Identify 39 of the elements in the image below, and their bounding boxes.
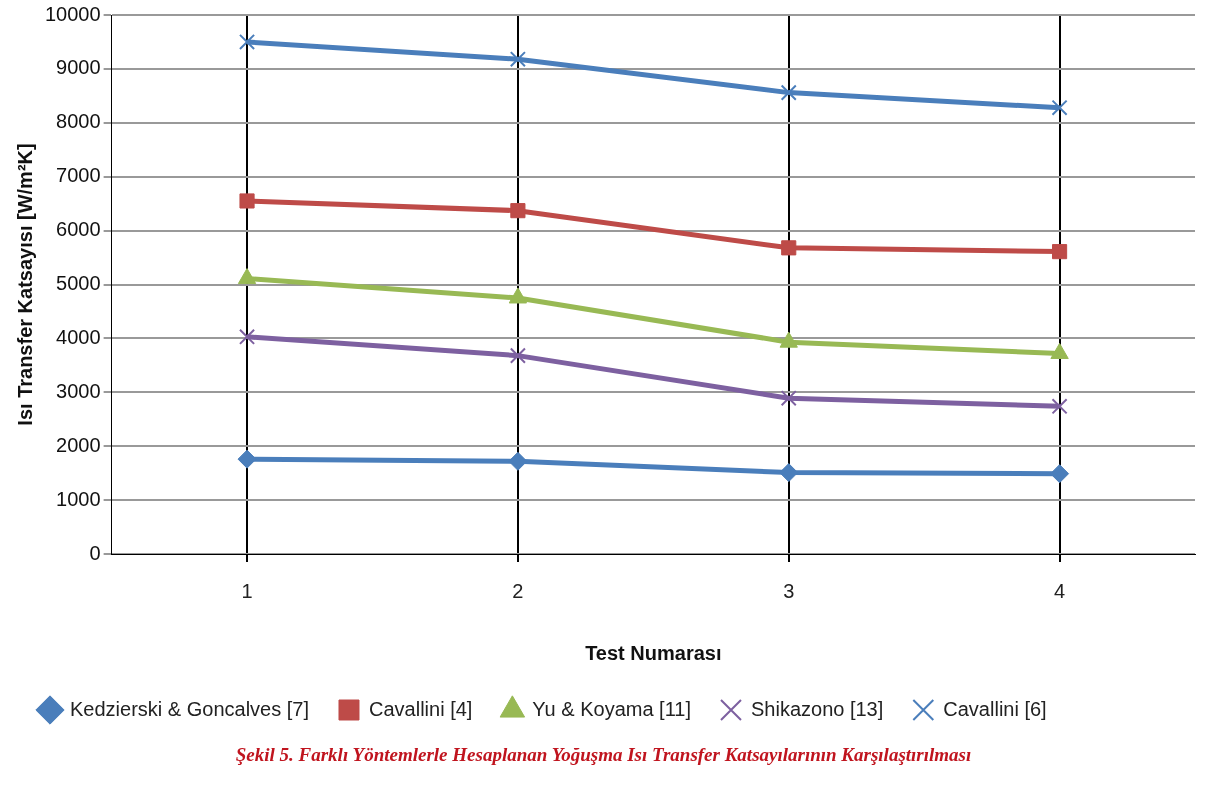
y-axis-title: Isı Transfer Katsayısı [W/m²K] bbox=[13, 143, 36, 426]
point bbox=[508, 451, 528, 471]
point bbox=[238, 33, 256, 51]
y-tick-label: 9000 bbox=[56, 56, 101, 79]
legend-label: Kedzierski & Goncalves [7] bbox=[70, 697, 309, 720]
text: Şekil 5. Farklı Yöntemlerle Hesaplanan Yoğuşma Isı Transfer Katsayılarının Karşılaştırılması bbox=[234, 744, 973, 766]
point bbox=[238, 328, 256, 345]
legend-label: Cavallini [6] bbox=[943, 697, 1047, 720]
y-tick-label: 3000 bbox=[56, 379, 101, 402]
y-tick-label: 4000 bbox=[56, 325, 101, 348]
x-tick-label: 4 bbox=[1054, 579, 1066, 602]
x-tick-label: 3 bbox=[783, 579, 795, 602]
point bbox=[779, 463, 799, 483]
legend-label: Cavallini [4] bbox=[368, 697, 473, 720]
point bbox=[1051, 99, 1068, 116]
point bbox=[1051, 398, 1068, 415]
y-tick-label: 8000 bbox=[56, 110, 101, 133]
point bbox=[1050, 464, 1070, 484]
point bbox=[780, 390, 797, 407]
y-tick-label: 10000 bbox=[44, 2, 101, 25]
y-tick-label: 2000 bbox=[56, 433, 101, 456]
point bbox=[237, 449, 257, 469]
y-tick-label: 5000 bbox=[56, 272, 101, 295]
point bbox=[239, 193, 255, 209]
x-tick-label: 1 bbox=[241, 579, 253, 602]
point bbox=[1052, 244, 1068, 260]
point bbox=[781, 240, 797, 256]
point bbox=[510, 203, 526, 219]
y-tick-label: 1000 bbox=[56, 487, 101, 510]
y-tick-label: 6000 bbox=[56, 218, 101, 241]
legend-label: Yu & Koyama [11] bbox=[532, 697, 691, 720]
y-tick-label: 0 bbox=[89, 541, 101, 564]
point bbox=[509, 51, 526, 68]
x-axis-title: Test Numarası bbox=[585, 641, 722, 664]
point bbox=[780, 84, 797, 101]
y-tick-label: 7000 bbox=[56, 164, 101, 187]
x-tick-label: 2 bbox=[512, 579, 524, 602]
point bbox=[509, 347, 526, 364]
legend-label: Shikazono [13] bbox=[750, 697, 884, 720]
